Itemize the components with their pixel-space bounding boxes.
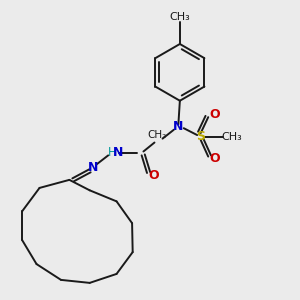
Text: O: O bbox=[209, 108, 220, 121]
Text: O: O bbox=[148, 169, 159, 182]
Text: S: S bbox=[196, 130, 205, 143]
Text: CH₂: CH₂ bbox=[147, 130, 166, 140]
Text: CH₃: CH₃ bbox=[169, 12, 190, 22]
Text: H: H bbox=[108, 146, 116, 159]
Text: N: N bbox=[113, 146, 124, 159]
Text: N: N bbox=[173, 120, 184, 133]
Text: O: O bbox=[209, 152, 220, 166]
Text: CH₃: CH₃ bbox=[222, 132, 242, 142]
Text: N: N bbox=[88, 160, 98, 173]
